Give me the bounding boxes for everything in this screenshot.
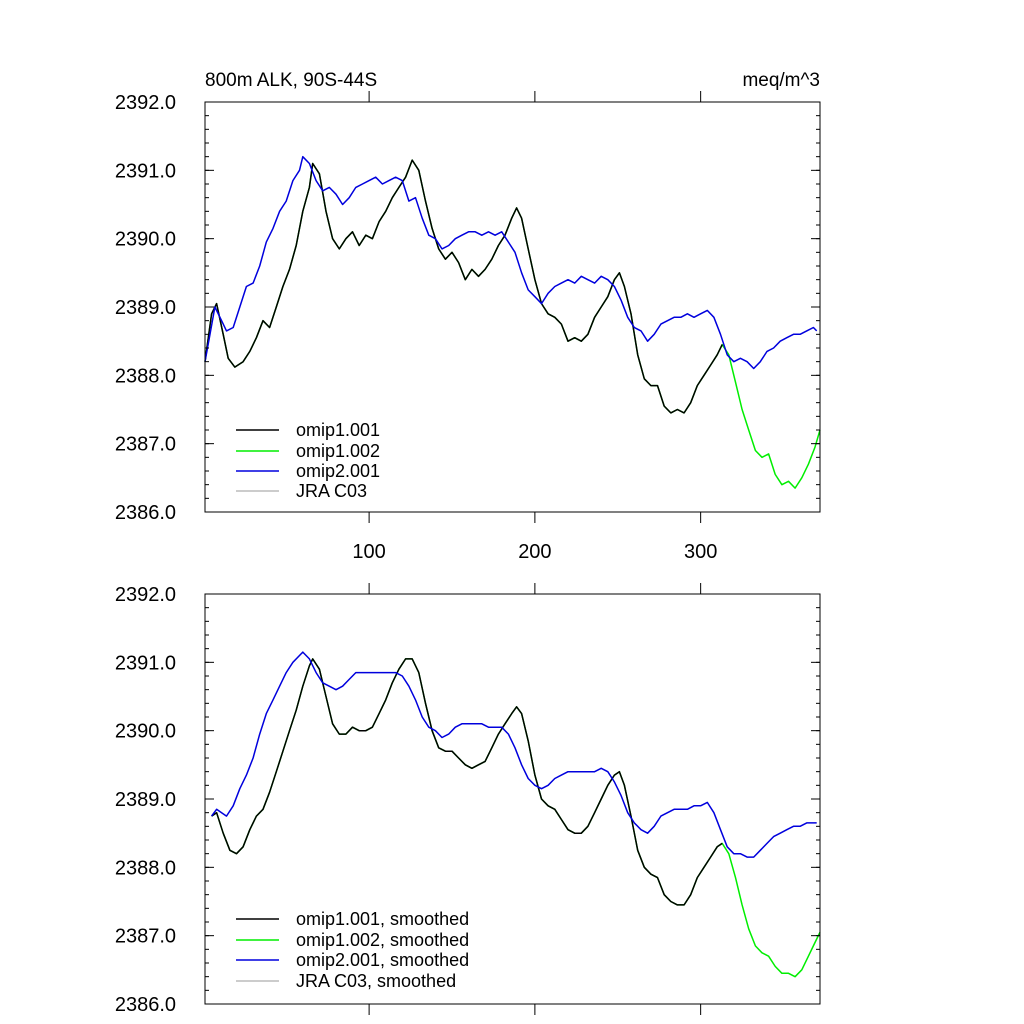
bottom-y-tick-label: 2387.0 (115, 926, 176, 948)
bottom-legend-label-omip1-002: omip1.002, smoothed (296, 930, 469, 950)
bottom-plot-frame (204, 593, 821, 1005)
top-plot-frame (204, 101, 821, 513)
bottom-legend: omip1.001, smoothed omip1.002, smoothed … (236, 909, 469, 991)
top-y-tick-label: 2392.0 (115, 92, 176, 114)
top-series-omip1-001 (204, 159, 723, 414)
top-legend: omip1.001 omip1.002 omip2.001 JRA C03 (236, 420, 380, 501)
top-y-tick-label: 2390.0 (115, 229, 176, 251)
top-x-tick-label: 200 (518, 541, 551, 563)
bottom-panel: 2386.0 2387.0 2388.0 2389.0 2390.0 2391.0 2392… (115, 583, 821, 1016)
bottom-legend-label-omip1-001: omip1.001, smoothed (296, 909, 469, 929)
bottom-y-tick-label: 2391.0 (115, 652, 176, 674)
bottom-y-tick-label: 2392.0 (115, 584, 176, 606)
top-y-tick-label: 2389.0 (115, 297, 176, 319)
top-series-group (204, 155, 821, 489)
top-legend-label-omip1-001: omip1.001 (296, 420, 380, 440)
top-legend-label-jra-c03: JRA C03 (296, 481, 367, 501)
bottom-y-tick-label: 2388.0 (115, 857, 176, 879)
bottom-legend-label-omip2-001: omip2.001, smoothed (296, 950, 469, 970)
bottom-legend-label-jra-c03: JRA C03, smoothed (296, 971, 456, 991)
bottom-series-group (210, 651, 821, 978)
top-series-omip2-001 (204, 155, 818, 370)
bottom-y-tick-label: 2389.0 (115, 789, 176, 811)
top-panel-units: meq/m^3 (742, 70, 820, 91)
top-panel-title: 800m ALK, 90S-44S (205, 70, 377, 91)
top-y-tick-label: 2388.0 (115, 365, 176, 387)
top-legend-label-omip1-002: omip1.002 (296, 441, 380, 461)
bottom-series-omip2-001-smoothed (210, 651, 817, 858)
bottom-series-omip1-001-smoothed (211, 658, 723, 906)
top-y-tick-label: 2391.0 (115, 160, 176, 182)
top-y-tick-label: 2386.0 (115, 502, 176, 524)
top-legend-label-omip2-001: omip2.001 (296, 461, 380, 481)
top-panel: 800m ALK, 90S-44S meq/m^3 2386.02387.023… (115, 70, 821, 563)
top-x-tick-label: 300 (684, 541, 717, 563)
bottom-ticks-group: 2386.0 2387.0 2388.0 2389.0 2390.0 2391.0 2392… (115, 583, 820, 1016)
top-ticks-group: 2386.0 2387.0 2388.0 2389.0 2390.0 2391.0 2392… (115, 91, 820, 563)
bottom-y-tick-label: 2386.0 (115, 994, 176, 1016)
top-x-tick-label: 100 (352, 541, 385, 563)
top-y-tick-label: 2387.0 (115, 434, 176, 456)
bottom-y-tick-label: 2390.0 (115, 721, 176, 743)
